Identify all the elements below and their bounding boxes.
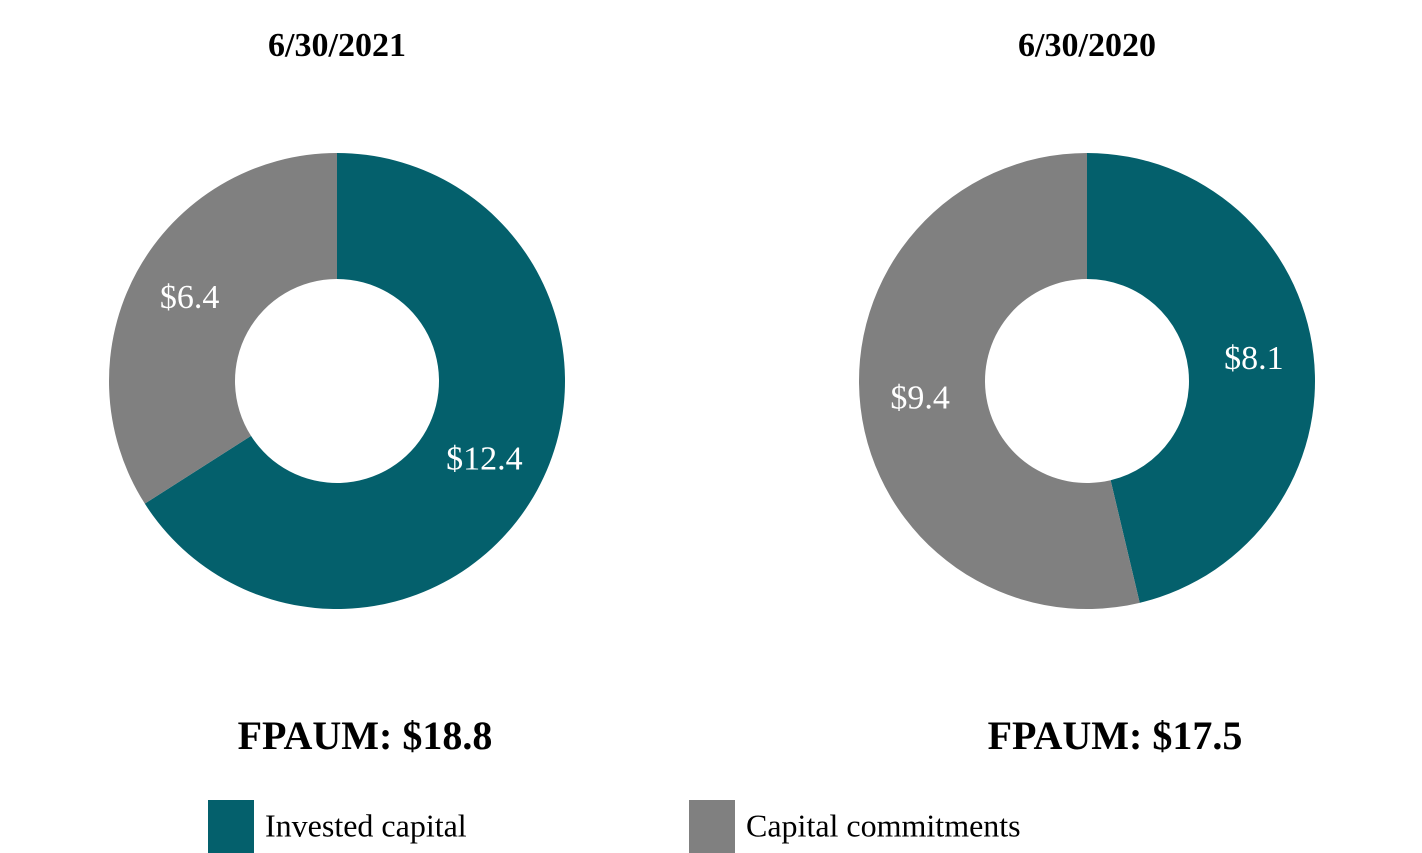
- data-label: $9.4: [890, 379, 950, 416]
- donut-slice: [109, 153, 337, 504]
- donut-slice: [144, 153, 565, 610]
- data-label: $8.1: [1224, 340, 1284, 377]
- legend-swatch: [689, 800, 735, 853]
- legend-label: Capital commitments: [746, 807, 1021, 843]
- chart-title: 6/30/2021: [268, 27, 406, 64]
- data-label: $6.4: [160, 279, 220, 316]
- donut-slice: [1087, 153, 1316, 603]
- chart-title: 6/30/2020: [1018, 27, 1156, 64]
- legend-swatch: [208, 800, 254, 853]
- annotation: FPAUM: $18.8: [238, 713, 493, 758]
- annotation: FPAUM: $17.5: [988, 713, 1243, 758]
- data-label: $12.4: [446, 441, 523, 478]
- donut-slice: [859, 153, 1140, 609]
- legend-label: Invested capital: [265, 807, 467, 843]
